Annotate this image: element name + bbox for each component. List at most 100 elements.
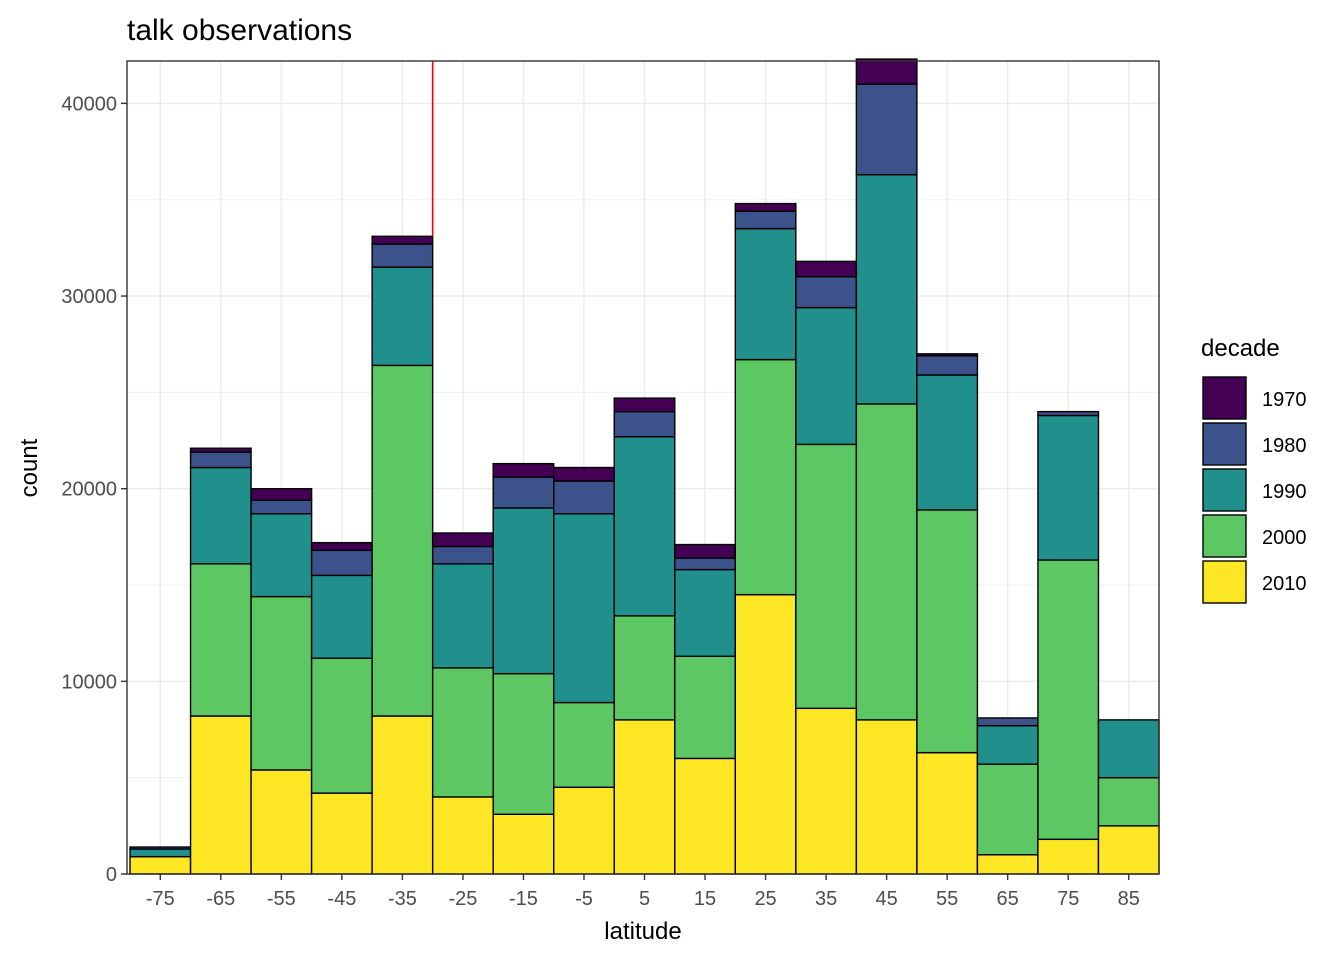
bar-segment [431, 563, 494, 669]
bar-segment [734, 210, 797, 230]
y-axis-ticks: 0 10000 20000 30000 40000 [61, 93, 127, 886]
bar-segment [553, 513, 615, 704]
bar-segment [371, 266, 434, 367]
bar-segment [613, 410, 676, 438]
x-tick-label: -45 [327, 888, 356, 910]
bar-segment [734, 227, 797, 361]
legend-label: 2010 [1262, 573, 1307, 595]
bar-segment [976, 763, 1039, 856]
bar-segment [310, 541, 373, 552]
x-axis-title: latitude [604, 918, 681, 945]
bar-segment [492, 462, 555, 478]
bar-segment [613, 435, 676, 617]
bar-segment [1037, 410, 1100, 417]
x-tick-label: 5 [639, 888, 650, 910]
x-tick-label: 35 [815, 888, 837, 910]
y-tick-label: 40000 [61, 93, 117, 115]
bar-segment [613, 719, 676, 875]
legend-key [1202, 422, 1247, 466]
bar-segment [916, 353, 979, 357]
bar-segment [431, 532, 494, 548]
y-tick-label: 10000 [61, 671, 117, 693]
bar-segment [371, 715, 434, 875]
legend-key [1202, 560, 1247, 604]
bar-segment [976, 717, 1039, 727]
bar-segment [674, 568, 737, 658]
bar-segment [795, 260, 858, 278]
legend-key [1202, 376, 1247, 420]
x-tick-label: 15 [694, 888, 716, 910]
bar-segment [916, 355, 979, 376]
bar-segment [431, 545, 494, 565]
bar-segment [613, 615, 676, 721]
bar-segment [553, 701, 615, 789]
bar-segment [795, 276, 858, 309]
bar-segment [492, 672, 555, 815]
bar-segment [250, 595, 313, 771]
bar-segment [129, 846, 192, 850]
x-tick-label: 75 [1057, 888, 1079, 910]
x-tick-label: 55 [936, 888, 958, 910]
bar-segment [855, 719, 918, 875]
bar-segment [734, 593, 797, 875]
chart-title: talk observations [127, 14, 352, 47]
bar-segment [250, 499, 313, 515]
x-tick-label: -75 [146, 888, 175, 910]
bar-segment [189, 715, 252, 875]
x-axis-ticks: -75 -65 -55 -45 -35 -25 -15 -5 5 15 25 35 45 55 65 75 85 [146, 874, 1140, 910]
bar-segment [855, 83, 918, 176]
bar-segment [674, 757, 737, 875]
legend-key [1202, 468, 1247, 512]
bar-segment [976, 854, 1039, 875]
legend-label: 2000 [1262, 527, 1307, 549]
bar-segment [734, 358, 797, 596]
bar-segment [129, 848, 192, 858]
bars [129, 58, 1160, 875]
legend-label: 1970 [1262, 389, 1307, 411]
bar-segment [1097, 719, 1160, 779]
legend-label: 1990 [1262, 481, 1307, 503]
y-tick-label: 0 [106, 864, 117, 886]
y-axis-title: count [16, 438, 43, 497]
bar-segment [1097, 825, 1160, 875]
bar-segment [310, 549, 373, 577]
x-tick-label: -15 [509, 888, 538, 910]
bar-segment [795, 443, 858, 710]
bar-segment [189, 451, 252, 469]
x-tick-label: 25 [754, 888, 776, 910]
x-tick-label: -65 [206, 888, 235, 910]
bar-segment [916, 751, 979, 875]
bar-segment [916, 509, 979, 754]
bar-segment [976, 724, 1039, 765]
legend-title: decade [1201, 335, 1280, 362]
bar-segment [1037, 559, 1100, 841]
bar-segment [371, 243, 434, 268]
plot-border [126, 60, 1160, 875]
x-tick-label: -5 [575, 888, 593, 910]
y-tick-label: 20000 [61, 479, 117, 501]
bar-segment [431, 667, 494, 798]
x-tick-label: -55 [267, 888, 296, 910]
bar-segment [855, 173, 918, 405]
bar-segment [250, 487, 313, 501]
bar-segment [916, 374, 979, 511]
bar-segment [553, 480, 615, 515]
bar-segment [250, 769, 313, 875]
bar-segment [371, 235, 434, 245]
bar-segment [1097, 776, 1160, 827]
bar-segment [553, 786, 615, 875]
x-tick-label: 45 [875, 888, 897, 910]
bar-segment [431, 796, 494, 875]
bar-segment [189, 466, 252, 565]
bar-segment [250, 513, 313, 598]
x-tick-label: -25 [448, 888, 477, 910]
x-tick-label: 85 [1118, 888, 1140, 910]
bar-segment [674, 655, 737, 760]
bar-segment [371, 364, 434, 717]
bar-segment [855, 403, 918, 721]
bar-segment [734, 202, 797, 212]
bar-segment [310, 657, 373, 794]
bar-segment [795, 707, 858, 875]
bar-segment [492, 476, 555, 509]
